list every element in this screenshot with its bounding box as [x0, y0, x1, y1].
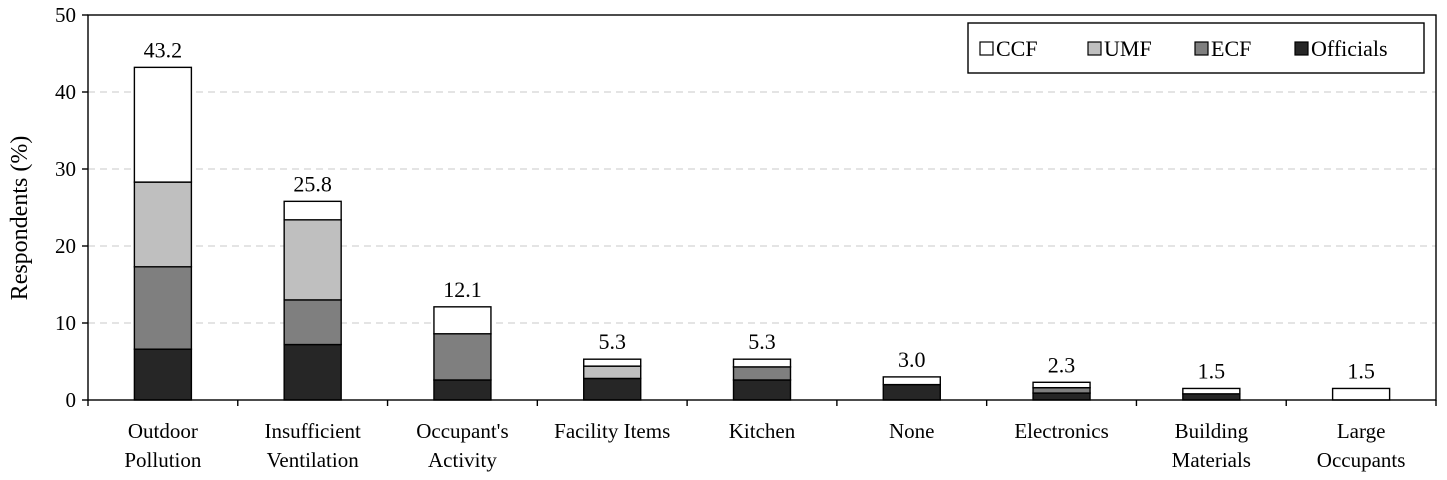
- labels: 0 10 20 30 40 50 43.2 Outdoor Pollution 25.8 Insuf…: [55, 3, 1405, 472]
- x-category-label: Large: [1337, 419, 1386, 443]
- bar-segment-ccf: [1331, 387, 1391, 401]
- bar-total-label: 5.3: [598, 329, 626, 354]
- bar-segment-ccf: [882, 376, 941, 386]
- plot-frame: [87, 14, 1437, 401]
- legend-label-officials: Officials: [1311, 36, 1388, 61]
- bar-segment-officials: [133, 348, 193, 401]
- bar-total-label: 5.3: [748, 329, 776, 354]
- bar-segment-ccf: [283, 200, 342, 221]
- x-category-label: Electronics: [1014, 419, 1108, 443]
- x-category-label: None: [889, 419, 935, 443]
- x-category-label: Occupants: [1317, 448, 1406, 472]
- bar-segment-officials: [283, 343, 342, 401]
- legend-swatch-officials: [1294, 41, 1309, 56]
- bar-segment-officials: [583, 377, 642, 401]
- bar-total-label: 2.3: [1048, 352, 1076, 377]
- bar-segment-ccf: [133, 66, 193, 183]
- bar-segment-ecf: [732, 366, 792, 381]
- bar-segment-ccf: [583, 358, 642, 367]
- bar-segment-ccf: [1032, 381, 1091, 389]
- x-category-label: Building: [1175, 419, 1249, 443]
- bar-segment-officials: [1032, 392, 1091, 401]
- y-tick-label: 50: [55, 3, 76, 27]
- bar-segment-umf: [583, 365, 642, 380]
- bar-segment-officials: [732, 379, 792, 401]
- x-category-label: Activity: [428, 448, 497, 472]
- x-category-label: Kitchen: [729, 419, 796, 443]
- bar-total-label: 12.1: [443, 277, 482, 302]
- bar-segment-umf: [283, 219, 342, 301]
- legend-label-umf: UMF: [1104, 36, 1152, 61]
- y-tick-label: 0: [66, 388, 77, 412]
- bar-segment-officials: [1182, 393, 1241, 401]
- bar-total-label: 3.0: [898, 347, 926, 372]
- legend-swatch-ecf: [1194, 41, 1209, 56]
- bar-segment-ecf: [1032, 386, 1091, 394]
- bar-segment-officials: [882, 383, 941, 401]
- bar-segment-ecf: [283, 299, 342, 346]
- y-tick-label: 10: [55, 311, 76, 335]
- bar-segment-umf: [133, 181, 193, 268]
- bar-segment-ccf: [433, 306, 492, 335]
- y-tick-label: 20: [55, 234, 76, 258]
- bar-total-label: 25.8: [293, 171, 332, 196]
- x-category-label: Materials: [1172, 448, 1251, 472]
- y-tick-label: 40: [55, 80, 76, 104]
- legend-label-ccf: CCF: [996, 36, 1038, 61]
- bar-segment-ecf: [133, 266, 193, 350]
- bar-total-label: 43.2: [144, 37, 183, 62]
- x-category-label: Pollution: [124, 448, 202, 472]
- bar-total-label: 1.5: [1347, 358, 1375, 383]
- legend-swatch-ccf: [979, 41, 994, 56]
- bar-segment-officials: [433, 379, 492, 401]
- bar-segment-ecf: [433, 333, 492, 381]
- x-category-label: Facility Items: [554, 419, 670, 443]
- bar-segment-ccf: [732, 358, 792, 368]
- x-category-label: Ventilation: [267, 448, 360, 472]
- bar-segment-ccf: [1182, 387, 1241, 395]
- legend: CCF UMF ECF Officials: [967, 22, 1425, 74]
- y-axis-label: Respondents (%): [7, 136, 33, 301]
- x-category-label: Occupant's: [416, 419, 508, 443]
- bar-total-label: 1.5: [1198, 358, 1226, 383]
- x-category-label: Insufficient: [264, 419, 361, 443]
- x-category-label: Outdoor: [128, 419, 198, 443]
- y-tick-label: 30: [55, 157, 76, 181]
- legend-label-ecf: ECF: [1211, 36, 1251, 61]
- legend-swatch-umf: [1087, 41, 1102, 56]
- gridlines: [88, 91, 1436, 324]
- axes: [82, 14, 1437, 406]
